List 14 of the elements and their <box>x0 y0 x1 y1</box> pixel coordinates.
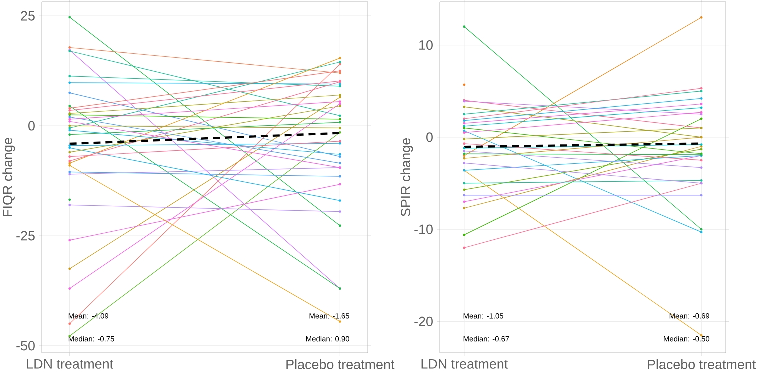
x-tick-label: LDN treatment <box>27 360 114 369</box>
x-tick-label: Placebo treatment <box>286 360 395 370</box>
y-tick-label: -50 <box>16 341 35 351</box>
y-tick-label: 10 <box>420 40 433 50</box>
x-tick-label: Placebo treatment <box>648 360 756 370</box>
y-tick-label: -10 <box>414 224 433 234</box>
y-tick-label: 0 <box>28 121 35 131</box>
y-tick-label: 0 <box>426 132 433 142</box>
y-tick-label: 25 <box>21 11 35 21</box>
y-axis-title: FIQR change <box>2 138 16 216</box>
x-tick-label: LDN treatment <box>422 360 508 369</box>
y-axis-title: SPIR change <box>400 138 414 217</box>
y-tick-label: -25 <box>16 231 35 241</box>
y-tick-label: -20 <box>414 316 433 326</box>
